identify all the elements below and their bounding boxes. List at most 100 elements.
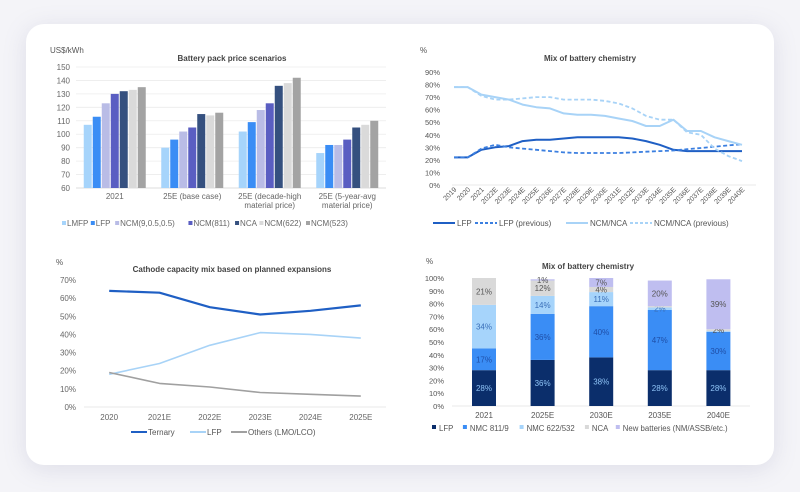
price-chart: US$/kWh Battery pack price scenarios 60 7…	[50, 46, 386, 228]
bar	[361, 124, 370, 188]
stacked-segment	[472, 370, 496, 406]
y-tick-label: 10%	[425, 168, 440, 177]
y-tick-label: 60%	[429, 325, 444, 334]
x-tick-label: 2023E	[249, 413, 272, 422]
stacked-segment	[530, 280, 555, 296]
x-tick-label: 2025E	[531, 411, 554, 420]
legend-label: NMC 811/9	[470, 424, 509, 433]
stacked-segment	[589, 278, 614, 287]
data-label: 21%	[476, 287, 492, 296]
legend-swatch	[519, 425, 524, 429]
data-label: 7%	[595, 278, 607, 287]
y-tick-label: 40%	[60, 330, 76, 339]
y-tick-label: 20%	[60, 367, 76, 376]
legend-swatch	[584, 425, 589, 429]
legend-label: LFP	[439, 424, 453, 433]
bar	[292, 77, 301, 188]
bar	[370, 120, 379, 188]
legend-label: LMFP	[67, 219, 88, 228]
bar	[101, 103, 110, 188]
legend-swatch	[62, 221, 66, 225]
bar	[215, 112, 224, 188]
data-label: 14%	[535, 301, 551, 310]
y-tick-label: 140	[57, 76, 71, 85]
bar	[325, 144, 334, 188]
bar	[256, 110, 265, 188]
legend-label: NCM/NCA (previous)	[654, 219, 729, 228]
x-tick-label: 2022E	[198, 413, 221, 422]
stacked-segment	[589, 286, 614, 293]
bar	[206, 115, 215, 188]
x-tick-label: 2019	[442, 186, 458, 202]
stacked-segment	[706, 370, 731, 406]
y-tick-label: 50%	[425, 118, 440, 127]
x-tick-label: 2024E	[299, 413, 322, 422]
data-label: 4%	[595, 286, 607, 295]
chemistry-stacked-title: Mix of battery chemistry	[542, 262, 635, 271]
bar	[128, 89, 137, 188]
cathode-mix-chart: % Cathode capacity mix based on planned …	[56, 258, 386, 437]
price-chart-title: Battery pack price scenarios	[178, 54, 287, 63]
y-tick-label: 70%	[425, 93, 440, 102]
chemistry-stacked-chart: % Mix of battery chemistry 0% 10% 20% 30% 40…	[425, 257, 750, 433]
bar	[247, 122, 256, 188]
bar	[238, 131, 247, 188]
y-tick-label: 130	[57, 90, 71, 99]
y-tick-label: 0%	[429, 181, 440, 190]
stacked-segment	[706, 331, 731, 332]
stacked-segment	[706, 279, 731, 330]
y-tick-label: 60	[61, 184, 70, 193]
legend-label: NCM(811)	[193, 219, 230, 228]
data-label: 11%	[593, 295, 608, 304]
stacked-segment	[647, 370, 672, 406]
bar	[265, 103, 274, 188]
legend-label: NCA	[592, 424, 609, 433]
legend-swatch	[259, 221, 264, 225]
y-tick-label: 20%	[425, 156, 440, 165]
legend-label: LFP (previous)	[499, 219, 552, 228]
bar	[119, 91, 128, 188]
legend-label: NCA	[240, 219, 258, 228]
x-tick-label: 2021E	[148, 413, 171, 422]
y-tick-label: 60%	[60, 294, 76, 303]
y-tick-label: 10%	[429, 389, 444, 398]
stacked-segment	[530, 279, 555, 281]
data-label: 2%	[713, 326, 725, 335]
y-tick-label: 30%	[60, 349, 76, 358]
stacked-segment	[530, 313, 555, 360]
x-tick-label: 25E (5-year-avg	[319, 192, 376, 201]
price-chart-ylabel: US$/kWh	[50, 46, 84, 55]
legend-swatch	[462, 425, 467, 429]
stacked-segment	[530, 295, 555, 314]
stacked-segment	[647, 280, 672, 307]
stacked-segment	[589, 306, 614, 358]
legend-label: LFP	[207, 428, 222, 437]
legend-label: NCM/NCA	[590, 219, 628, 228]
y-tick-label: 110	[57, 117, 70, 126]
chemistry-stacked-ylabel: %	[426, 257, 433, 266]
y-tick-label: 100%	[425, 274, 445, 283]
bar	[188, 127, 197, 188]
x-tick-label: material price)	[244, 201, 295, 210]
y-tick-label: 50%	[429, 338, 444, 347]
stacked-segment	[647, 310, 672, 371]
x-tick-label: material price)	[322, 201, 373, 210]
data-label: 2%	[654, 305, 666, 314]
data-label: 40%	[593, 328, 609, 337]
legend-swatch	[615, 425, 620, 429]
series-line	[109, 289, 361, 316]
y-tick-label: 80	[61, 157, 70, 166]
y-tick-label: 60%	[425, 106, 440, 115]
x-tick-label: 2020	[100, 413, 118, 422]
stacked-segment	[530, 359, 555, 406]
x-tick-label: 25E (decade-high	[238, 192, 301, 201]
legend-swatch	[306, 221, 310, 225]
y-tick-label: 40%	[425, 131, 440, 140]
x-tick-label: 2021	[106, 192, 124, 201]
bar	[92, 116, 101, 188]
legend-label: NCM(523)	[311, 219, 348, 228]
legend-swatch	[432, 425, 436, 429]
data-label: 34%	[476, 323, 492, 332]
bar	[316, 153, 325, 188]
y-tick-label: 0%	[433, 402, 444, 411]
